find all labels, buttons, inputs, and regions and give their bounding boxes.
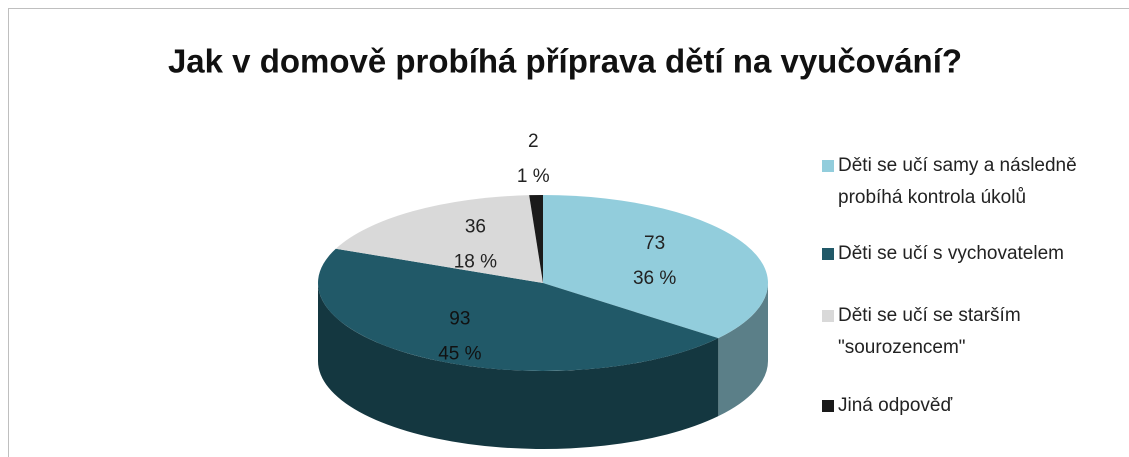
chart-title: Jak v domově probíhá příprava dětí na vy…	[168, 43, 962, 80]
legend-label: Děti se učí samy a následně probíhá kont…	[838, 155, 1077, 208]
data-label: 93	[449, 308, 470, 329]
percent-label: 1 %	[517, 166, 550, 187]
legend-swatch	[822, 400, 834, 412]
percent-label: 45 %	[438, 343, 481, 364]
percent-label: 18 %	[454, 252, 497, 273]
data-label: 73	[644, 233, 665, 254]
data-label: 2	[528, 131, 539, 152]
legend-swatch	[822, 248, 834, 260]
slice	[335, 195, 543, 283]
slice-side	[718, 283, 768, 417]
slice	[529, 195, 543, 283]
legend-label: Jiná odpověď	[838, 395, 953, 416]
chart-border	[8, 8, 1129, 457]
slice	[318, 248, 719, 371]
legend-label: Děti se učí se starším "sourozencem"	[838, 305, 1021, 358]
legend-swatch	[822, 310, 834, 322]
legend-label: Děti se učí s vychovatelem	[838, 243, 1064, 264]
data-label: 36	[465, 217, 486, 238]
legend: Děti se učí samy a následně probíhá kont…	[822, 0, 1129, 457]
slice	[543, 195, 768, 339]
percent-label: 36 %	[633, 268, 676, 289]
slice-side	[318, 283, 719, 450]
legend-swatch	[822, 160, 834, 172]
